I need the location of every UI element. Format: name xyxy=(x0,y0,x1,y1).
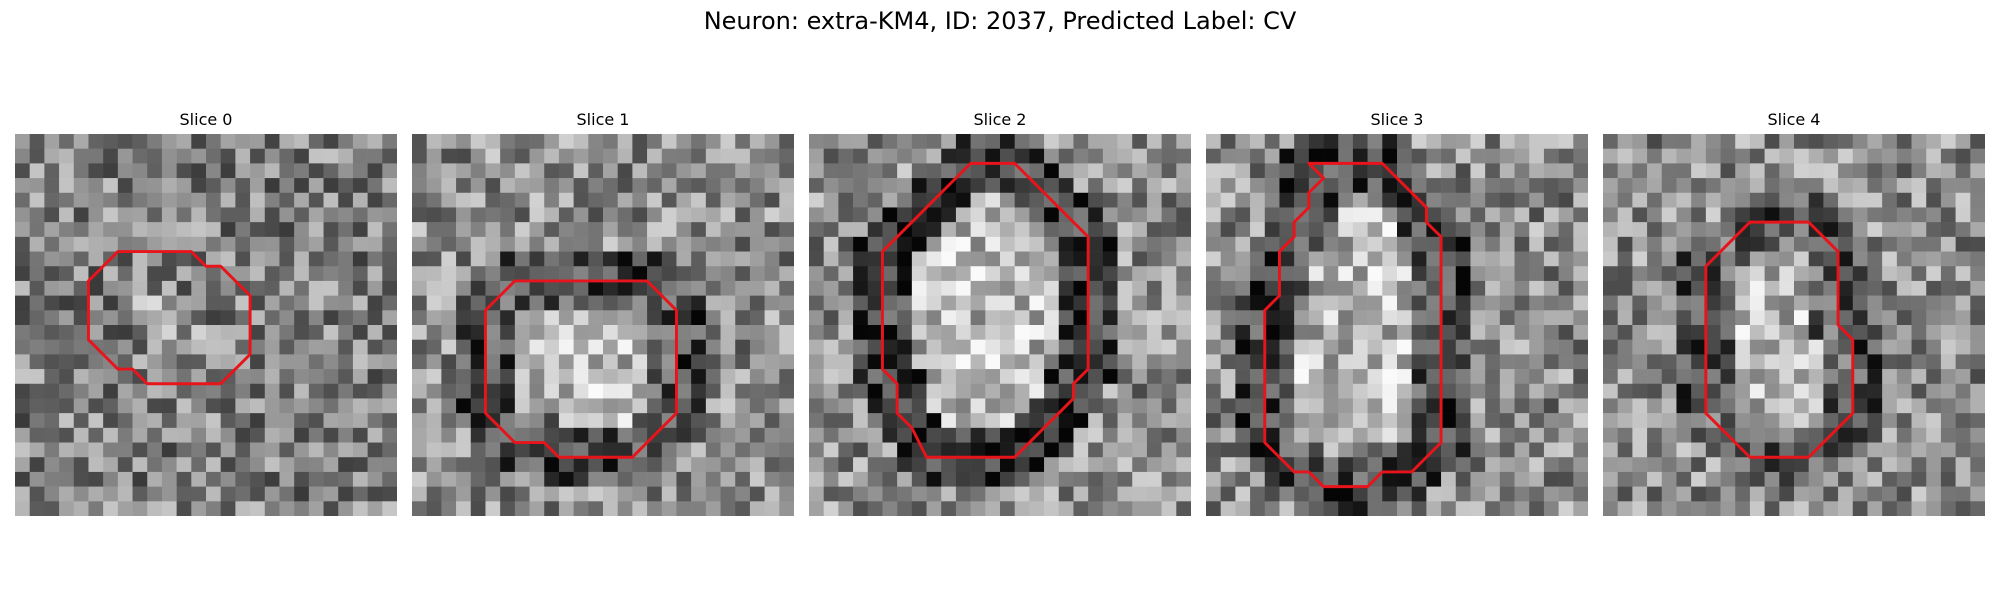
pixel-grid xyxy=(412,134,794,516)
contour-outline xyxy=(1704,220,1855,459)
slice-image-0 xyxy=(15,134,397,516)
figure-title: Neuron: extra-KM4, ID: 2037, Predicted L… xyxy=(703,7,1297,35)
slice-title: Slice 2 xyxy=(973,110,1027,129)
contour-outline xyxy=(1263,161,1443,489)
slice-panel-1: Slice 1 xyxy=(412,108,794,516)
contour-outline xyxy=(483,279,678,459)
slice-panel-4: Slice 4 xyxy=(1603,108,1985,516)
slice-panel-0: Slice 0 xyxy=(15,108,397,516)
pixel-grid xyxy=(809,134,1191,516)
slice-panel-3: Slice 3 xyxy=(1206,108,1588,516)
slice-title: Slice 3 xyxy=(1370,110,1424,129)
pixel-grid xyxy=(15,134,397,516)
slice-image-4 xyxy=(1603,134,1985,516)
pixel-grid xyxy=(1603,134,1985,516)
contour-outline xyxy=(86,250,252,386)
slice-panel-2: Slice 2 xyxy=(809,108,1191,516)
slice-title: Slice 0 xyxy=(179,110,233,129)
pixel-grid xyxy=(1206,134,1588,516)
slice-title: Slice 1 xyxy=(576,110,630,129)
contour-outline xyxy=(880,161,1090,459)
slice-image-3 xyxy=(1206,134,1588,516)
slice-image-1 xyxy=(412,134,794,516)
slice-title: Slice 4 xyxy=(1767,110,1821,129)
slice-image-2 xyxy=(809,134,1191,516)
